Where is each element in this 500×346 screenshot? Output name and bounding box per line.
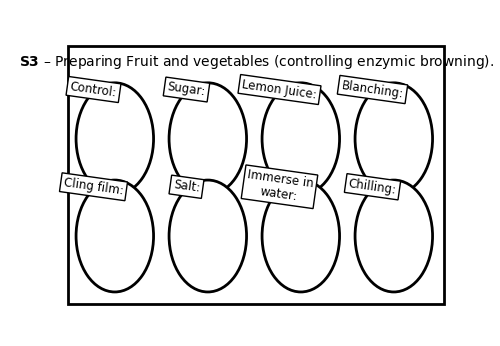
Text: Salt:: Salt: (172, 179, 201, 195)
FancyBboxPatch shape (68, 46, 444, 304)
Ellipse shape (169, 83, 246, 195)
Text: Control:: Control: (70, 80, 117, 99)
Ellipse shape (76, 180, 154, 292)
Text: S3 – Preparing Fruit and vegetables (controlling enzymic browning).: S3 – Preparing Fruit and vegetables (con… (20, 55, 492, 69)
Text: Cling film:: Cling film: (63, 176, 124, 197)
Ellipse shape (262, 180, 340, 292)
Ellipse shape (169, 180, 246, 292)
Ellipse shape (262, 83, 340, 195)
Ellipse shape (76, 83, 154, 195)
Text: $\mathbf{S3}$ – Preparing Fruit and vegetables (controlling enzymic browning).: $\mathbf{S3}$ – Preparing Fruit and vege… (18, 53, 494, 71)
Ellipse shape (355, 83, 432, 195)
Text: Blanching:: Blanching: (340, 79, 404, 100)
Ellipse shape (355, 180, 432, 292)
Text: Immerse in
water:: Immerse in water: (244, 168, 314, 205)
Text: Lemon Juice:: Lemon Juice: (242, 78, 318, 101)
Text: Chilling:: Chilling: (348, 177, 398, 197)
Text: Sugar:: Sugar: (166, 80, 206, 99)
